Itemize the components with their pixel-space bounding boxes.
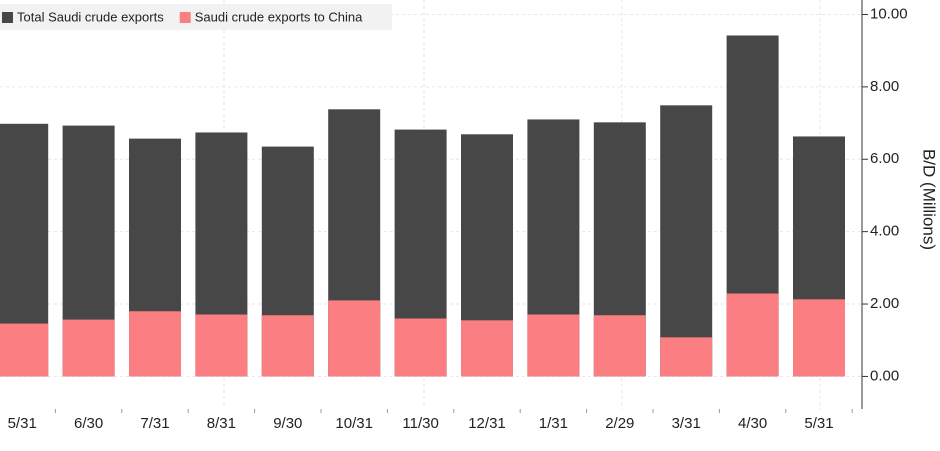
y-tick-label: 2.00 [870, 295, 899, 312]
x-tick-label: 7/31 [140, 415, 169, 432]
legend-swatch [179, 12, 191, 23]
bar [261, 315, 314, 377]
x-tick-label: 3/31 [672, 415, 701, 432]
x-tick-label: 6/30 [74, 415, 103, 432]
x-tick-label: 11/30 [402, 415, 438, 432]
x-tick-label: 1/31 [539, 415, 568, 432]
bar [394, 318, 447, 377]
bar [0, 323, 49, 377]
legend-box [0, 4, 392, 30]
axes: 0.00 2.00 4.00 6.00 8.00 10.00 B/D (Millions) 5… [8, 0, 939, 432]
x-tick-label: 2/29 [605, 415, 634, 432]
bar [593, 315, 646, 377]
y-tick-label: 10.00 [870, 5, 908, 22]
x-tick-label: 5/31 [804, 415, 833, 432]
x-tick-label: 4/30 [738, 415, 767, 432]
bar [660, 105, 713, 377]
bar [195, 314, 248, 377]
legend-label: Saudi crude exports to China [195, 9, 363, 24]
bar [660, 337, 713, 377]
y-axis-label: B/D (Millions) [920, 149, 939, 250]
legend-label: Total Saudi crude exports [17, 9, 164, 24]
y-tick-label: 8.00 [870, 78, 899, 95]
bar [129, 311, 181, 377]
bars [0, 35, 845, 377]
legend: Total Saudi crude exports Saudi crude exp… [0, 4, 392, 30]
y-tick-label: 4.00 [870, 223, 899, 240]
x-tick-label: 12/31 [468, 415, 506, 432]
bar [793, 299, 845, 377]
bar [726, 293, 779, 377]
y-tick-label: 6.00 [870, 150, 899, 167]
bar [62, 319, 115, 377]
x-tick-label: 8/31 [207, 415, 236, 432]
y-tick-label: 0.00 [870, 367, 899, 384]
legend-swatch [2, 12, 13, 23]
bar [461, 320, 513, 377]
x-tick-label: 9/30 [273, 415, 302, 432]
x-tick-label: 5/31 [8, 415, 37, 432]
x-tick-label: 10/31 [335, 415, 373, 432]
bar [328, 300, 381, 377]
bar [527, 314, 580, 377]
